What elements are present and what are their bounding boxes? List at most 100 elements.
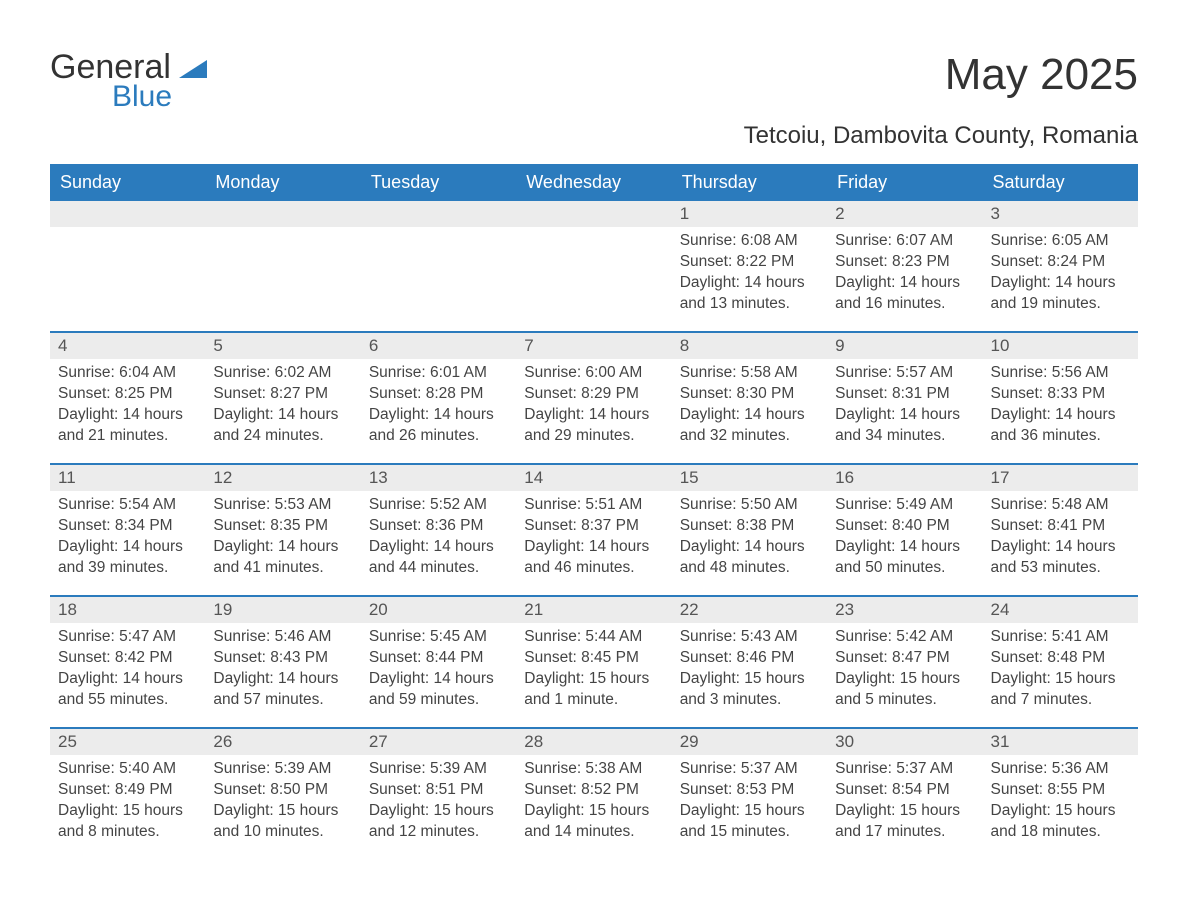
day-details: Sunrise: 5:58 AMSunset: 8:30 PMDaylight:…	[672, 359, 827, 447]
daylight-line1: Daylight: 14 hours	[835, 405, 974, 426]
day-details: Sunrise: 5:53 AMSunset: 8:35 PMDaylight:…	[205, 491, 360, 579]
daylight-line2: and 5 minutes.	[835, 690, 974, 711]
day-details: Sunrise: 6:08 AMSunset: 8:22 PMDaylight:…	[672, 227, 827, 315]
daylight-line1: Daylight: 14 hours	[369, 669, 508, 690]
day-number: 21	[516, 597, 671, 623]
daylight-line2: and 12 minutes.	[369, 822, 508, 843]
day-cell: 4Sunrise: 6:04 AMSunset: 8:25 PMDaylight…	[50, 333, 205, 463]
sunset-text: Sunset: 8:30 PM	[680, 384, 819, 405]
daylight-line1: Daylight: 15 hours	[680, 801, 819, 822]
sunset-text: Sunset: 8:22 PM	[680, 252, 819, 273]
day-cell: 3Sunrise: 6:05 AMSunset: 8:24 PMDaylight…	[983, 201, 1138, 331]
sunset-text: Sunset: 8:33 PM	[991, 384, 1130, 405]
day-number: 5	[205, 333, 360, 359]
page-title: May 2025	[945, 50, 1138, 100]
day-details: Sunrise: 5:49 AMSunset: 8:40 PMDaylight:…	[827, 491, 982, 579]
daylight-line1: Daylight: 15 hours	[524, 669, 663, 690]
day-number: 26	[205, 729, 360, 755]
calendar-week: 1Sunrise: 6:08 AMSunset: 8:22 PMDaylight…	[50, 201, 1138, 331]
weekday-header: Sunday	[50, 164, 205, 201]
sunset-text: Sunset: 8:46 PM	[680, 648, 819, 669]
daylight-line2: and 10 minutes.	[213, 822, 352, 843]
day-details: Sunrise: 5:45 AMSunset: 8:44 PMDaylight:…	[361, 623, 516, 711]
day-number: 8	[672, 333, 827, 359]
daylight-line1: Daylight: 15 hours	[369, 801, 508, 822]
sunrise-text: Sunrise: 6:00 AM	[524, 363, 663, 384]
daylight-line2: and 59 minutes.	[369, 690, 508, 711]
weekday-header: Thursday	[672, 164, 827, 201]
daylight-line2: and 57 minutes.	[213, 690, 352, 711]
daylight-line2: and 36 minutes.	[991, 426, 1130, 447]
day-details: Sunrise: 5:56 AMSunset: 8:33 PMDaylight:…	[983, 359, 1138, 447]
daylight-line1: Daylight: 14 hours	[991, 405, 1130, 426]
day-cell	[361, 201, 516, 331]
sunset-text: Sunset: 8:48 PM	[991, 648, 1130, 669]
day-number: 17	[983, 465, 1138, 491]
day-number: 9	[827, 333, 982, 359]
sunrise-text: Sunrise: 6:02 AM	[213, 363, 352, 384]
sunrise-text: Sunrise: 5:45 AM	[369, 627, 508, 648]
day-number: 4	[50, 333, 205, 359]
sunset-text: Sunset: 8:44 PM	[369, 648, 508, 669]
day-cell: 2Sunrise: 6:07 AMSunset: 8:23 PMDaylight…	[827, 201, 982, 331]
day-details: Sunrise: 5:39 AMSunset: 8:50 PMDaylight:…	[205, 755, 360, 843]
day-number: 7	[516, 333, 671, 359]
daylight-line2: and 15 minutes.	[680, 822, 819, 843]
day-number	[205, 201, 360, 227]
sunset-text: Sunset: 8:37 PM	[524, 516, 663, 537]
logo: General Blue	[50, 50, 207, 114]
day-number	[516, 201, 671, 227]
day-number: 1	[672, 201, 827, 227]
sunrise-text: Sunrise: 5:37 AM	[835, 759, 974, 780]
weekday-header: Wednesday	[516, 164, 671, 201]
daylight-line2: and 34 minutes.	[835, 426, 974, 447]
day-number: 16	[827, 465, 982, 491]
sunset-text: Sunset: 8:28 PM	[369, 384, 508, 405]
daylight-line2: and 7 minutes.	[991, 690, 1130, 711]
day-number: 10	[983, 333, 1138, 359]
day-cell: 11Sunrise: 5:54 AMSunset: 8:34 PMDayligh…	[50, 465, 205, 595]
sunrise-text: Sunrise: 5:47 AM	[58, 627, 197, 648]
day-number	[50, 201, 205, 227]
day-cell: 28Sunrise: 5:38 AMSunset: 8:52 PMDayligh…	[516, 729, 671, 859]
day-details: Sunrise: 5:50 AMSunset: 8:38 PMDaylight:…	[672, 491, 827, 579]
daylight-line2: and 48 minutes.	[680, 558, 819, 579]
day-details: Sunrise: 5:47 AMSunset: 8:42 PMDaylight:…	[50, 623, 205, 711]
day-number: 6	[361, 333, 516, 359]
daylight-line2: and 14 minutes.	[524, 822, 663, 843]
daylight-line2: and 55 minutes.	[58, 690, 197, 711]
calendar-week: 25Sunrise: 5:40 AMSunset: 8:49 PMDayligh…	[50, 727, 1138, 859]
daylight-line2: and 8 minutes.	[58, 822, 197, 843]
day-cell: 13Sunrise: 5:52 AMSunset: 8:36 PMDayligh…	[361, 465, 516, 595]
sunset-text: Sunset: 8:40 PM	[835, 516, 974, 537]
daylight-line2: and 29 minutes.	[524, 426, 663, 447]
sunset-text: Sunset: 8:38 PM	[680, 516, 819, 537]
sunrise-text: Sunrise: 5:40 AM	[58, 759, 197, 780]
weekday-header: Friday	[827, 164, 982, 201]
day-cell	[50, 201, 205, 331]
day-details: Sunrise: 6:07 AMSunset: 8:23 PMDaylight:…	[827, 227, 982, 315]
header: General Blue May 2025	[50, 50, 1138, 114]
sunset-text: Sunset: 8:54 PM	[835, 780, 974, 801]
sunset-text: Sunset: 8:35 PM	[213, 516, 352, 537]
day-details: Sunrise: 5:40 AMSunset: 8:49 PMDaylight:…	[50, 755, 205, 843]
day-number: 3	[983, 201, 1138, 227]
day-number: 27	[361, 729, 516, 755]
day-number: 11	[50, 465, 205, 491]
sunrise-text: Sunrise: 5:51 AM	[524, 495, 663, 516]
sunset-text: Sunset: 8:36 PM	[369, 516, 508, 537]
calendar-week: 18Sunrise: 5:47 AMSunset: 8:42 PMDayligh…	[50, 595, 1138, 727]
daylight-line1: Daylight: 14 hours	[680, 537, 819, 558]
sunrise-text: Sunrise: 5:50 AM	[680, 495, 819, 516]
sunset-text: Sunset: 8:41 PM	[991, 516, 1130, 537]
daylight-line1: Daylight: 14 hours	[369, 405, 508, 426]
day-cell: 31Sunrise: 5:36 AMSunset: 8:55 PMDayligh…	[983, 729, 1138, 859]
day-cell: 25Sunrise: 5:40 AMSunset: 8:49 PMDayligh…	[50, 729, 205, 859]
day-details: Sunrise: 5:41 AMSunset: 8:48 PMDaylight:…	[983, 623, 1138, 711]
day-number: 30	[827, 729, 982, 755]
sunrise-text: Sunrise: 5:43 AM	[680, 627, 819, 648]
day-number: 13	[361, 465, 516, 491]
sunrise-text: Sunrise: 5:49 AM	[835, 495, 974, 516]
daylight-line2: and 19 minutes.	[991, 294, 1130, 315]
day-number: 15	[672, 465, 827, 491]
